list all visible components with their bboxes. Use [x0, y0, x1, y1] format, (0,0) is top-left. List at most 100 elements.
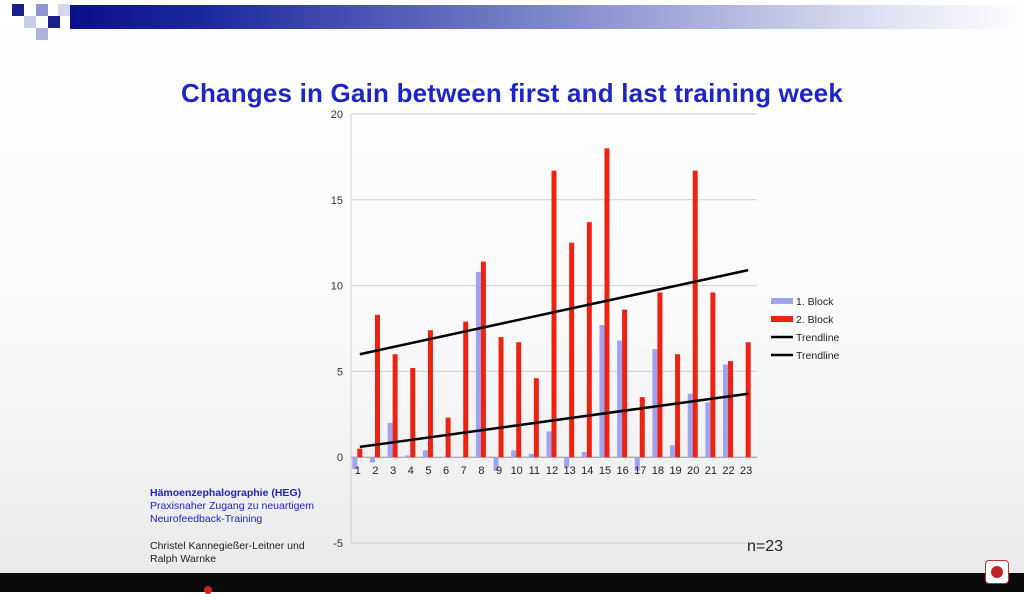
bar-block1	[581, 452, 587, 458]
source-notes: Hämoenzephalographie (HEG) Praxisnaher Z…	[150, 487, 314, 566]
bar-block2	[551, 170, 557, 458]
bar-block2	[533, 378, 539, 458]
bar-block2	[374, 314, 380, 458]
bar-block2	[392, 354, 398, 458]
bar-block2	[569, 242, 575, 458]
x-tick-labels: 1 2 3 4 5 6 7 8 9 10 11 12 13 14 15 16 17 18 19 20 21 22 23	[355, 465, 753, 477]
x-tick-label: 2	[372, 465, 378, 477]
bars	[352, 148, 751, 471]
trendline	[359, 392, 749, 449]
bar-block1	[652, 349, 658, 458]
y-tick-label: -5	[333, 538, 343, 550]
x-tick-label: 17	[634, 465, 646, 477]
x-tick-label: 20	[687, 465, 699, 477]
trendline	[359, 268, 749, 356]
bar-block1	[564, 457, 570, 468]
x-tick-label: 22	[722, 465, 734, 477]
bar-block1	[511, 450, 517, 458]
y-tick-labels: -5 0 5 10 15 20	[331, 109, 343, 550]
x-tick-label: 18	[652, 465, 664, 477]
legend-label: Trendline	[796, 332, 840, 344]
heg-subtitle-1: Praxisnaher Zugang zu neuartigem	[150, 500, 315, 512]
progress-handle[interactable]	[204, 586, 212, 594]
bar-block2	[357, 448, 363, 458]
bar-block1	[705, 402, 711, 458]
bar-block2	[657, 292, 663, 458]
header-decoration	[0, 0, 1024, 40]
authors-line-1: Christel Kannegießer-Leitner und	[150, 540, 305, 552]
heg-subtitle-2: Neurofeedback-Training	[150, 513, 263, 525]
bar-block2	[622, 309, 628, 458]
deco-square	[58, 4, 70, 16]
bar-block2	[480, 261, 486, 458]
x-tick-label: 15	[599, 465, 611, 477]
bar-block1	[546, 431, 552, 458]
deco-square	[12, 4, 24, 16]
bar-block1	[617, 340, 623, 458]
bar-block1	[687, 393, 693, 458]
bar-block1	[599, 325, 605, 458]
y-tick-label: 10	[331, 281, 343, 293]
deco-square	[48, 16, 60, 28]
x-tick-label: 13	[564, 465, 576, 477]
bar-block1	[352, 457, 358, 470]
x-tick-label: 7	[461, 465, 467, 477]
x-tick-label: 4	[408, 465, 414, 477]
x-tick-label: 23	[740, 465, 752, 477]
bar-block2	[498, 337, 504, 458]
bar-block2	[675, 354, 681, 458]
x-tick-label: 6	[443, 465, 449, 477]
legend-label: 1. Block	[796, 296, 834, 308]
bar-block1	[369, 457, 375, 463]
bar-block1	[475, 271, 481, 458]
x-tick-label: 14	[581, 465, 593, 477]
y-tick-label: 0	[337, 452, 343, 464]
x-tick-label: 10	[511, 465, 523, 477]
bar-block2	[745, 342, 751, 458]
x-tick-label: 12	[546, 465, 558, 477]
legend-swatch	[771, 298, 793, 304]
legend-label: 2. Block	[796, 314, 834, 326]
bar-block1	[528, 453, 534, 458]
bar-block2	[692, 170, 698, 458]
channel-logo-icon	[985, 560, 1009, 584]
bar-block2	[639, 397, 645, 458]
deco-square	[36, 28, 48, 40]
bar-block1	[405, 455, 411, 458]
x-tick-label: 19	[669, 465, 681, 477]
bar-block1	[740, 457, 746, 458]
bar-block2	[427, 330, 433, 458]
video-progress-bar[interactable]	[0, 573, 1024, 594]
deco-square	[36, 4, 48, 16]
bar-block2	[410, 367, 416, 458]
bar-block1	[387, 422, 393, 458]
x-tick-label: 21	[705, 465, 717, 477]
bar-block2	[586, 222, 592, 458]
bar-block1	[493, 457, 499, 471]
x-tick-label: 11	[529, 465, 540, 477]
bar-block2	[604, 148, 610, 458]
bar-block2	[710, 292, 716, 458]
x-tick-label: 1	[355, 465, 361, 477]
bar-block2	[516, 342, 522, 458]
x-tick-label: 3	[390, 465, 396, 477]
n-label: n=23	[747, 538, 783, 554]
bar-block2	[463, 321, 469, 458]
y-tick-label: 5	[337, 366, 343, 378]
heg-title: Hämoenzephalographie (HEG)	[150, 487, 302, 499]
bar-block1	[422, 450, 428, 458]
bar-block2	[728, 361, 734, 458]
y-tick-label: 15	[331, 195, 343, 207]
deco-square	[24, 16, 36, 28]
x-tick-label: 8	[478, 465, 484, 477]
x-tick-label: 5	[425, 465, 431, 477]
bar-block1	[723, 364, 729, 458]
legend-swatch	[771, 316, 793, 322]
bar-block1	[634, 457, 640, 471]
x-tick-label: 16	[616, 465, 628, 477]
legend: 1. Block 2. Block Trendline Trendline	[771, 296, 840, 362]
legend-label: Trendline	[796, 350, 840, 362]
authors-line-2: Ralph Warnke	[150, 553, 217, 565]
bar-block1	[458, 457, 464, 458]
